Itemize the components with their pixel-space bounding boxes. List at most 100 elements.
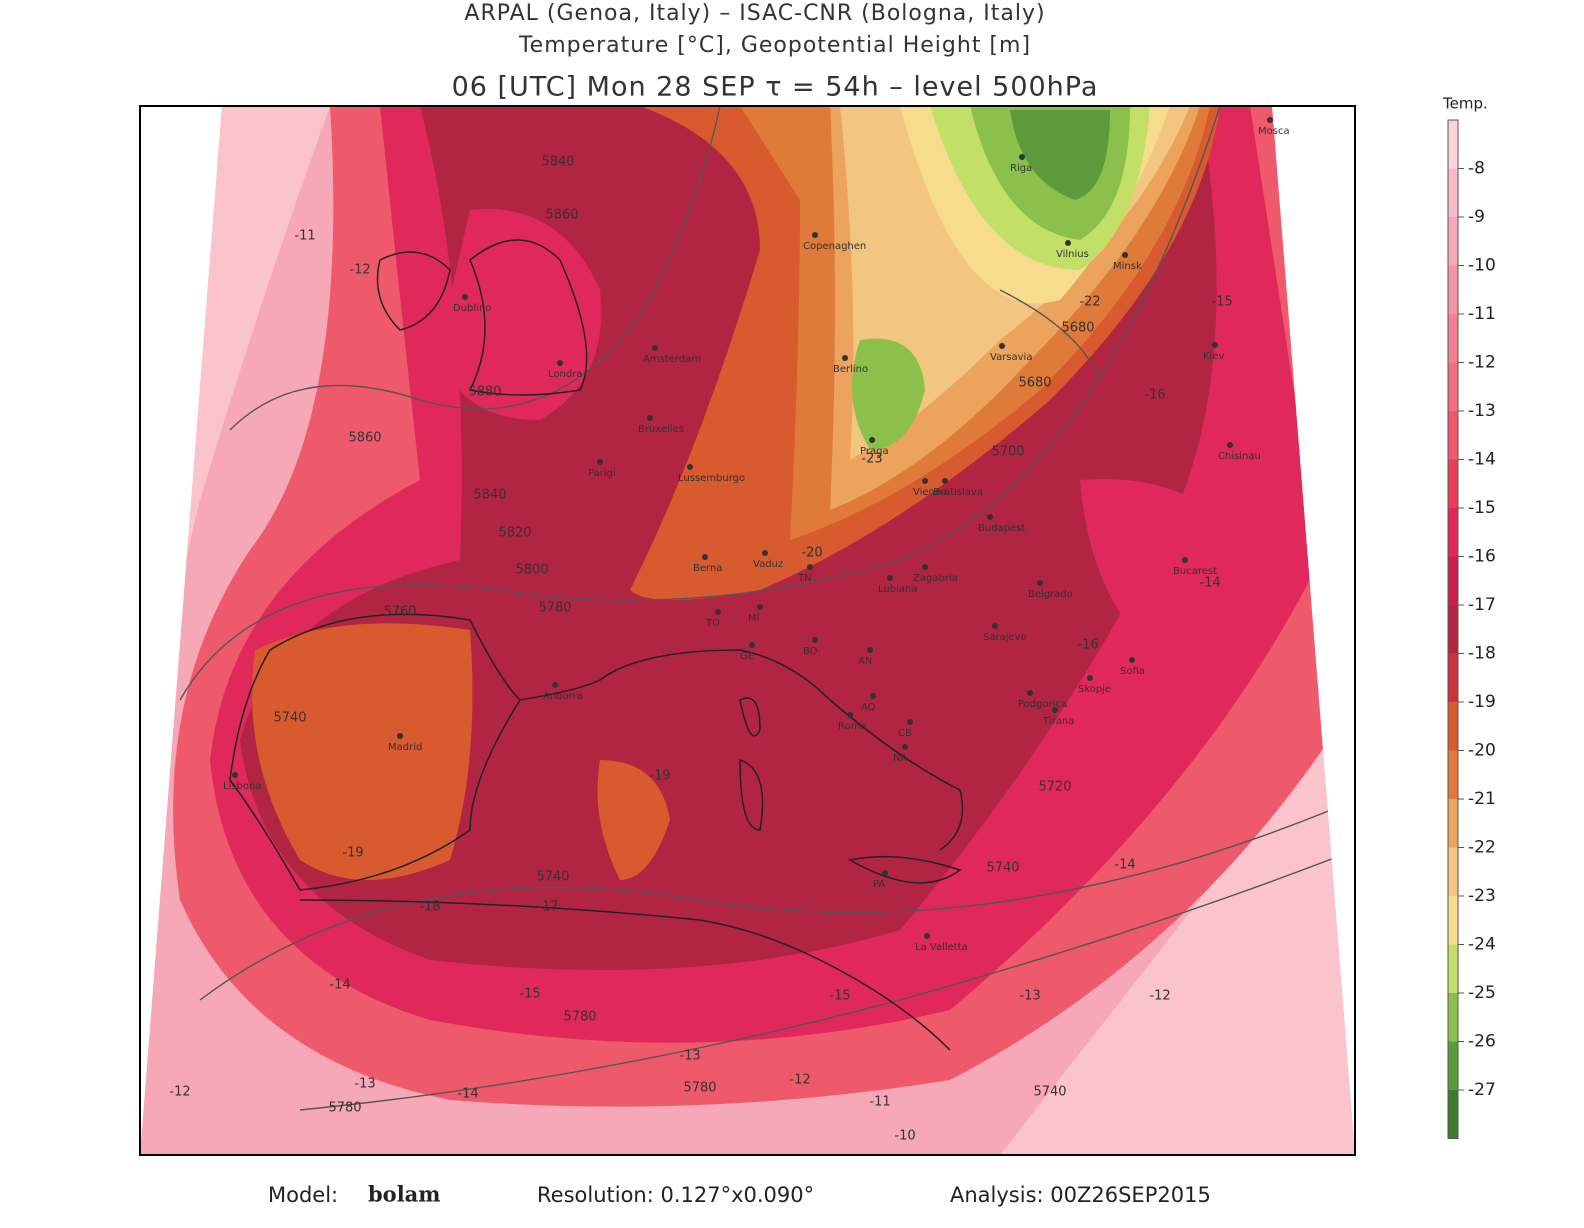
city-label: Amsterdam bbox=[643, 354, 701, 365]
contour-label: 5840 bbox=[541, 155, 574, 170]
contour-label: 5780 bbox=[683, 1081, 716, 1096]
contour-label: -13 bbox=[1019, 989, 1040, 1004]
contour-label: 5860 bbox=[348, 431, 381, 446]
colorbar-label: -24 bbox=[1468, 935, 1496, 955]
city-label: Podgorica bbox=[1018, 699, 1067, 710]
city-label: AQ bbox=[861, 702, 876, 713]
city-label: Vaduz bbox=[753, 559, 783, 570]
city-label: BO bbox=[803, 646, 818, 657]
city-label: Bratislava bbox=[933, 487, 983, 498]
contour-label: 5740 bbox=[1033, 1085, 1066, 1100]
city-dot bbox=[907, 719, 913, 725]
city-label: Parigi bbox=[588, 468, 616, 479]
colorbar-label: -19 bbox=[1468, 692, 1496, 712]
city-dot bbox=[922, 564, 928, 570]
contour-label: 5780 bbox=[538, 601, 571, 616]
contour-label: -19 bbox=[342, 846, 363, 861]
contour-label: 5760 bbox=[383, 605, 416, 620]
contour-label: 5680 bbox=[1018, 376, 1051, 391]
colorbar-swatch bbox=[1448, 1090, 1458, 1139]
city-dot bbox=[867, 647, 873, 653]
city-dot bbox=[842, 355, 848, 361]
city-dot bbox=[232, 772, 238, 778]
contour-label: 5780 bbox=[328, 1101, 361, 1116]
contour-label: 5820 bbox=[498, 526, 531, 541]
city-label: MI bbox=[748, 613, 760, 624]
contour-label: -14 bbox=[1199, 576, 1220, 591]
contour-label: -15 bbox=[1211, 295, 1232, 310]
city-dot bbox=[870, 693, 876, 699]
colorbar-label: -21 bbox=[1468, 789, 1496, 809]
colorbar-label: -22 bbox=[1468, 838, 1496, 858]
map bbox=[140, 106, 1355, 1155]
contour-label: 5740 bbox=[986, 861, 1019, 876]
colorbar-swatch bbox=[1448, 508, 1458, 557]
contour-label: -19 bbox=[649, 769, 670, 784]
contour-label: -12 bbox=[169, 1085, 190, 1100]
contour-label: 5740 bbox=[536, 870, 569, 885]
city-label: TN bbox=[797, 573, 812, 584]
colorbar-swatch bbox=[1448, 1041, 1458, 1090]
city-dot bbox=[847, 712, 853, 718]
contour-label: 5740 bbox=[273, 711, 306, 726]
city-label: Bucarest bbox=[1173, 566, 1217, 577]
city-label: Kiev bbox=[1203, 351, 1224, 362]
city-label: Riga bbox=[1010, 163, 1032, 174]
colorbar-swatch bbox=[1448, 265, 1458, 314]
colorbar-swatch bbox=[1448, 799, 1458, 848]
city-dot bbox=[1122, 252, 1128, 258]
colorbar-label: -25 bbox=[1468, 983, 1496, 1003]
city-dot bbox=[462, 294, 468, 300]
city-dot bbox=[1129, 657, 1135, 663]
city-label: Varsavia bbox=[990, 352, 1032, 363]
city-dot bbox=[1052, 707, 1058, 713]
colorbar-swatch bbox=[1448, 168, 1458, 217]
city-dot bbox=[1065, 240, 1071, 246]
city-dot bbox=[924, 933, 930, 939]
city-label: Mosca bbox=[1258, 126, 1290, 137]
contour-label: -12 bbox=[1149, 989, 1170, 1004]
contour-label: -15 bbox=[519, 987, 540, 1002]
city-label: Skopje bbox=[1078, 684, 1111, 695]
colorbar-label: -14 bbox=[1468, 450, 1496, 470]
colorbar-label: -26 bbox=[1468, 1032, 1496, 1052]
city-dot bbox=[882, 870, 888, 876]
colorbar-label: -9 bbox=[1468, 207, 1485, 227]
colorbar-frame bbox=[1447, 119, 1459, 1139]
colorbar-swatch bbox=[1448, 459, 1458, 508]
city-dot bbox=[887, 575, 893, 581]
colorbar-swatch bbox=[1448, 847, 1458, 896]
city-dot bbox=[647, 415, 653, 421]
city-dot bbox=[757, 604, 763, 610]
colorbar-swatch bbox=[1448, 314, 1458, 363]
city-label: Roma bbox=[838, 721, 867, 732]
contour-label: -14 bbox=[457, 1087, 478, 1102]
colorbar-swatch bbox=[1448, 362, 1458, 411]
contour-label: -12 bbox=[789, 1073, 810, 1088]
contour-label: -12 bbox=[349, 263, 370, 278]
footer-resolution: Resolution: 0.127°x0.090° bbox=[537, 1183, 814, 1207]
contour-label: -14 bbox=[1114, 858, 1135, 873]
contour-label: 5680 bbox=[1061, 321, 1094, 336]
city-dot bbox=[1227, 442, 1233, 448]
city-label: Belgrado bbox=[1028, 589, 1073, 600]
footer-model: bolam bbox=[368, 1182, 441, 1207]
colorbar-title: Temp. bbox=[1442, 95, 1488, 113]
contour-label: -13 bbox=[679, 1049, 700, 1064]
city-label: PA bbox=[873, 879, 885, 890]
city-dot bbox=[1019, 154, 1025, 160]
colorbar-label: -8 bbox=[1468, 159, 1485, 179]
city-label: Madrid bbox=[388, 742, 422, 753]
contour-label: -16 bbox=[1077, 638, 1098, 653]
city-dot bbox=[942, 478, 948, 484]
city-label: Sarajevo bbox=[983, 632, 1027, 643]
city-dot bbox=[397, 733, 403, 739]
contour-label: 5780 bbox=[563, 1010, 596, 1025]
contour-label: -20 bbox=[801, 546, 822, 561]
colorbar-label: -15 bbox=[1468, 498, 1496, 518]
colorbar-label: -27 bbox=[1468, 1080, 1496, 1100]
city-dot bbox=[552, 682, 558, 688]
contour-label: -14 bbox=[329, 978, 350, 993]
colorbar-swatch bbox=[1448, 944, 1458, 993]
